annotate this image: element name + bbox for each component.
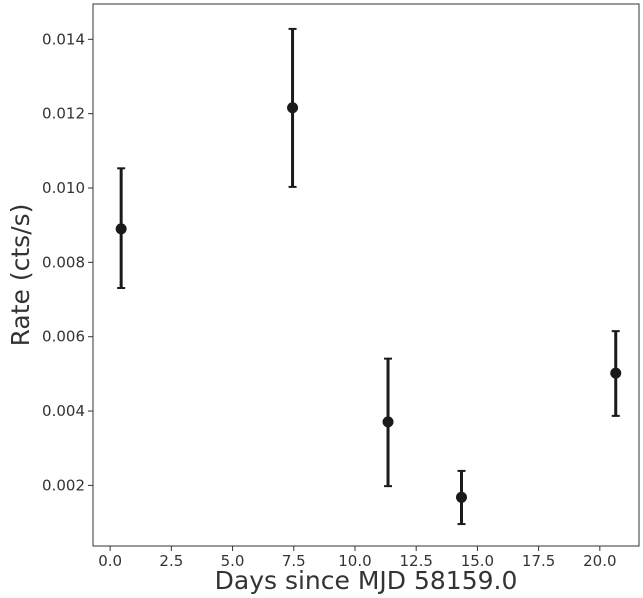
x-tick-label: 20.0 — [583, 552, 616, 570]
y-tick-label: 0.010 — [42, 179, 85, 197]
x-tick-label: 12.5 — [399, 552, 432, 570]
x-tick-label: 10.0 — [338, 552, 371, 570]
plot-area — [92, 3, 640, 547]
y-axis-ticks: 0.002 0.004 0.006 0.008 0.010 0.012 0.014 — [42, 30, 93, 494]
y-tick-label: 0.012 — [42, 105, 85, 123]
y-tick-label: 0.014 — [42, 30, 85, 48]
y-axis-label: Rate (cts/s) — [6, 204, 35, 347]
data-point — [455, 491, 467, 503]
x-axis-ticks: 0.0 2.5 5.0 7.5 10.0 12.5 15.0 17.5 20.0 — [98, 546, 617, 570]
data-point — [382, 416, 394, 428]
data-point — [287, 102, 299, 114]
x-tick-label: 17.5 — [522, 552, 555, 570]
x-tick-label: 7.5 — [282, 552, 306, 570]
y-tick-label: 0.004 — [42, 402, 85, 420]
x-tick-label: 5.0 — [221, 552, 245, 570]
y-tick-label: 0.006 — [42, 328, 85, 346]
data-point — [115, 223, 127, 235]
x-tick-label: 15.0 — [461, 552, 494, 570]
x-tick-label: 0.0 — [98, 552, 122, 570]
x-tick-label: 2.5 — [159, 552, 183, 570]
y-tick-label: 0.002 — [42, 476, 85, 494]
data-point — [610, 367, 622, 379]
data-points — [115, 27, 622, 526]
y-tick-label: 0.008 — [42, 253, 85, 271]
x-axis-label: Days since MJD 58159.0 — [215, 566, 518, 595]
